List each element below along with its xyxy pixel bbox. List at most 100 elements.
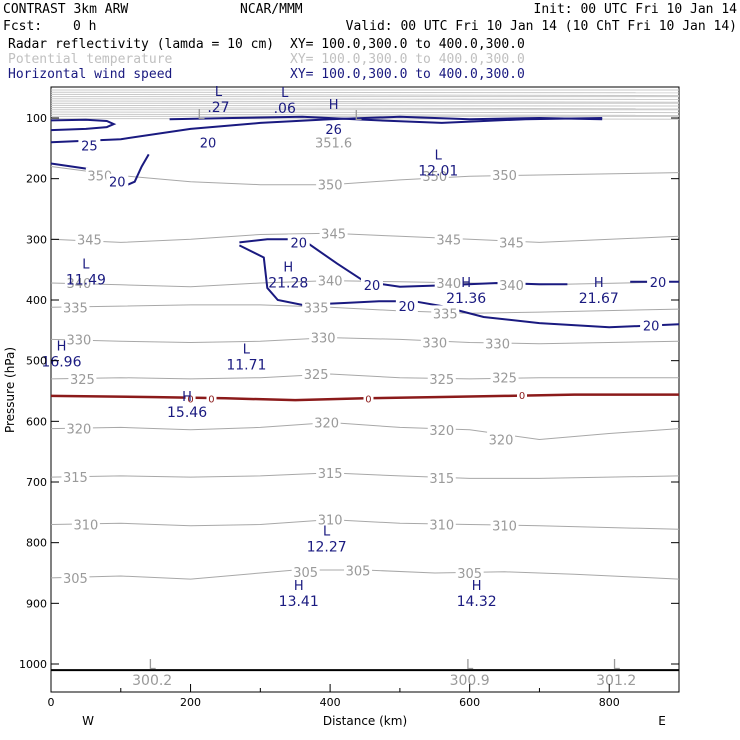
label-bg	[427, 516, 456, 531]
y-tick-label: 1000	[19, 658, 47, 671]
extremum-type: H	[182, 390, 192, 405]
extremum-type: L	[82, 258, 90, 273]
theta-label: 310	[73, 518, 98, 533]
stratosphere-isentropes	[50, 89, 680, 120]
zero-label: 0	[519, 391, 525, 402]
strat-isentrope	[50, 111, 680, 114]
label-bg	[647, 273, 670, 288]
extremum-type: L	[215, 85, 223, 100]
theta-label: 310	[492, 520, 517, 535]
theta-contour-350	[50, 166, 680, 186]
wind-contour-25	[50, 118, 117, 132]
label-bg	[316, 511, 345, 526]
extremum-value: .06	[274, 101, 296, 117]
extremum-value: 21.67	[579, 291, 619, 307]
east-label: E	[658, 714, 666, 728]
extremum-value: 15.46	[167, 405, 207, 421]
extremum-value: 21.28	[268, 276, 308, 292]
label-bg	[287, 234, 310, 249]
contour-labels: 305 305 305 305 310 310 310 310 315 315 315 320 320 3…	[61, 120, 670, 587]
theta-label: 315	[318, 467, 343, 482]
extremum-type: H	[472, 579, 482, 594]
extremum-type: L	[354, 109, 362, 124]
y-tick-label: 100	[26, 112, 47, 125]
theta-label: 325	[429, 373, 454, 388]
theta-label: 350	[492, 169, 517, 184]
theta-label: 320	[429, 424, 454, 439]
label-bg	[316, 464, 345, 479]
label-bg	[78, 137, 101, 152]
label-bg	[185, 392, 196, 404]
strat-isentrope	[50, 91, 680, 94]
y-axis-label: Pressure (hPa)	[3, 347, 17, 433]
legend-reflectivity-xy: XY= 100.0,300.0 to 400.0,300.0	[290, 37, 525, 52]
label-bg	[640, 317, 663, 332]
label-bg	[490, 369, 519, 384]
theta-label: 330	[66, 333, 91, 348]
label-bg	[206, 392, 217, 404]
theta-label: 340	[499, 279, 524, 294]
label-bg	[64, 420, 93, 435]
theta-label: 320	[489, 434, 514, 449]
wind-contour-20	[50, 115, 603, 144]
label-bg	[61, 569, 90, 584]
theta-label: 315	[63, 471, 88, 486]
theta-label: 345	[321, 227, 346, 242]
label-bg	[420, 168, 449, 183]
label-bg	[344, 562, 373, 577]
label-bg	[497, 234, 526, 249]
label-bg	[455, 565, 484, 579]
theta-label: 350	[318, 179, 343, 194]
theta-label: 340	[318, 275, 343, 290]
x-tick-label: 0	[48, 696, 55, 709]
theta-label: 340	[436, 277, 461, 292]
legend-theta-label: Potential temperature	[8, 52, 173, 67]
theta-label: 335	[304, 301, 329, 316]
label-bg	[497, 276, 526, 291]
extremum-type: H	[329, 98, 339, 113]
wind-label: 20	[650, 276, 667, 291]
theta-label: 305	[346, 565, 371, 580]
theta-label: 345	[436, 233, 461, 248]
y-tick-label: 400	[26, 294, 47, 307]
theta-contour-320	[50, 421, 680, 441]
label-bg	[106, 173, 129, 188]
theta-label: 305	[457, 567, 482, 582]
label-bg	[363, 392, 374, 404]
theta-label: 351.6	[315, 136, 352, 151]
y-tick-label: 900	[26, 597, 47, 610]
label-bg	[68, 370, 97, 385]
theta-label: 345	[77, 233, 102, 248]
zero-label: 0	[208, 394, 214, 405]
wind-label: 20	[364, 279, 381, 294]
label-bg	[71, 516, 100, 531]
extremum-value: 12.01	[418, 164, 458, 180]
theta-contour-345	[50, 232, 680, 243]
theta-contour-310	[50, 519, 680, 530]
strat-isentrope	[50, 104, 680, 107]
wind-label: 26	[325, 123, 342, 138]
wind-contour-26	[169, 115, 603, 124]
label-bg	[291, 563, 320, 578]
label-bg	[427, 469, 456, 484]
label-bg	[395, 298, 418, 313]
extremum-type: H	[461, 276, 471, 291]
legend-wind-label: Horizontal wind speed	[8, 67, 172, 82]
y-tick-label: 300	[26, 233, 47, 246]
label-bg	[302, 299, 331, 314]
wind-label: 20	[643, 319, 660, 334]
x-tick-label: 800	[599, 696, 620, 709]
label-bg	[434, 275, 463, 290]
west-label: W	[82, 714, 94, 728]
theta-contour-325	[50, 373, 679, 380]
extremum-type: L	[613, 658, 621, 673]
theta-label: 340	[66, 277, 91, 292]
theta-label: 330	[422, 336, 447, 351]
y-tick-label: 500	[26, 355, 47, 368]
wind-label: 20	[290, 236, 307, 251]
extremum-value: 21.36	[446, 291, 486, 307]
theta-label: 320	[314, 417, 339, 432]
theta-label: 350	[87, 170, 112, 185]
